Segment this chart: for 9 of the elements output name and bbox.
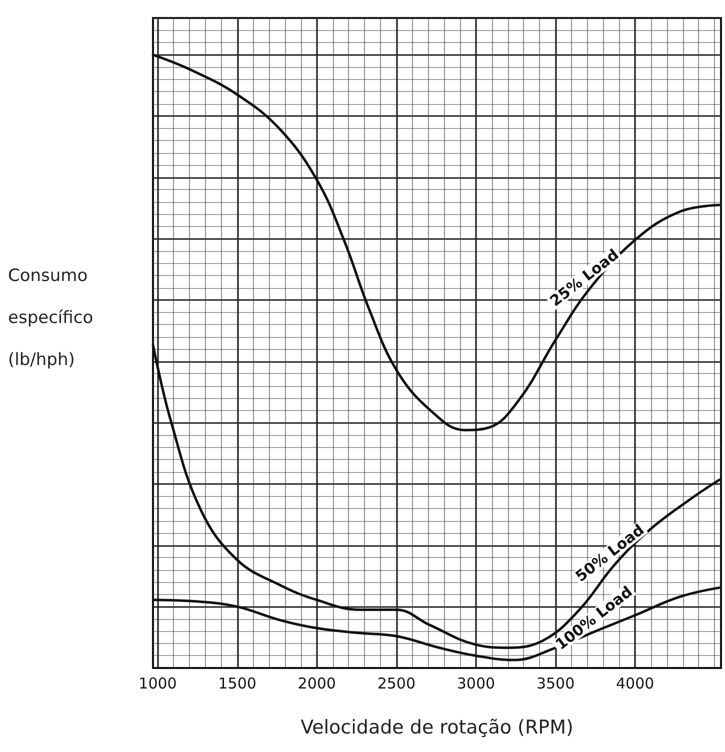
x-tick-label: 3500 (536, 674, 575, 692)
x-tick-label: 2000 (298, 674, 336, 692)
x-tick-label: 1000 (138, 674, 177, 692)
x-tick-label: 2500 (377, 674, 416, 692)
x-tick-label: 3000 (456, 674, 496, 692)
x-axis-title: Velocidade de rotação (RPM) (300, 716, 574, 738)
x-tick-label: 4000 (616, 674, 654, 692)
text: Consumo específico (lb/hph) (8, 266, 94, 370)
x-tick-label: 1500 (218, 674, 256, 692)
